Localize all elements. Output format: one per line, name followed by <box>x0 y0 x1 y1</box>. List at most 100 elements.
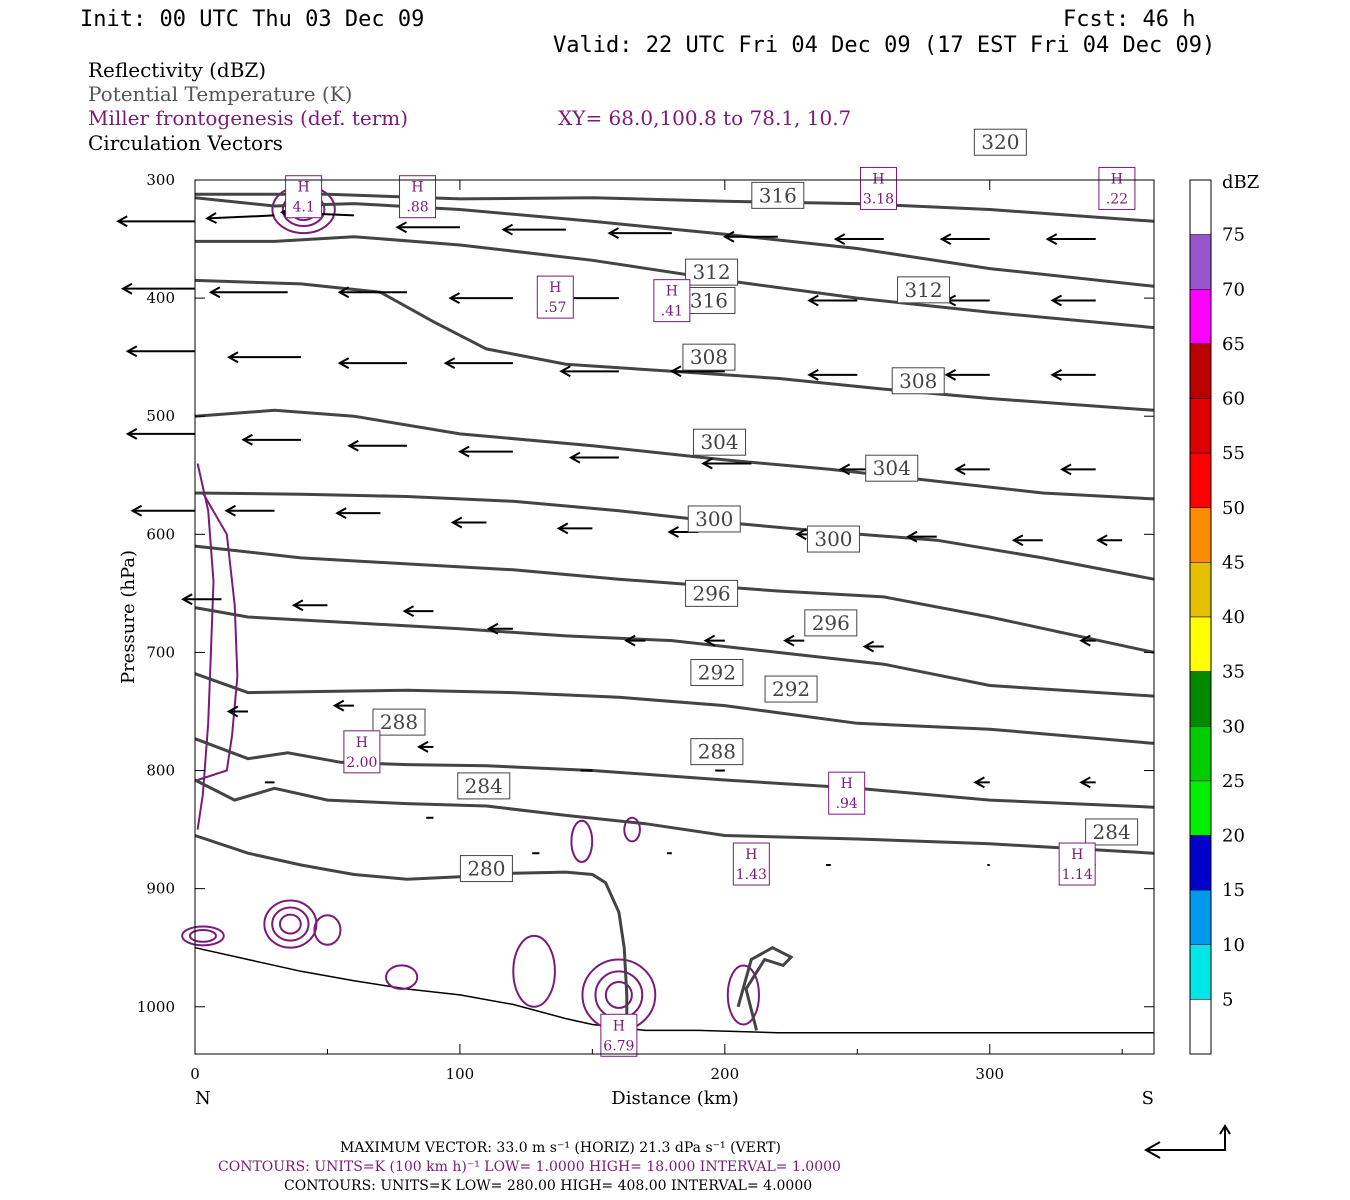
circulation-vector <box>944 369 990 381</box>
vector-head <box>125 345 138 358</box>
theta-contour-284 <box>194 778 1155 855</box>
theta-label-text: 316 <box>759 183 797 207</box>
circulation-vector <box>241 433 301 446</box>
theta-label-292: 292 <box>690 659 744 687</box>
theta-contour-280 <box>194 834 629 1025</box>
max-value: 2.00 <box>346 755 377 771</box>
theta-label-320: 320 <box>973 128 1027 156</box>
theta-label-box <box>897 276 951 304</box>
theta-label-box <box>973 128 1027 156</box>
theta-contour-296 <box>194 606 1155 698</box>
colorbar-level: 45 <box>1222 552 1245 573</box>
max-letter: H <box>841 776 853 792</box>
vector-head <box>667 526 679 538</box>
colorbar-level: 35 <box>1222 662 1245 683</box>
frontogenesis-contour <box>512 934 556 1008</box>
theta-contour-308 <box>194 408 1155 501</box>
theta-contour-316 <box>195 235 1155 330</box>
theta-contour-300 <box>194 544 1155 654</box>
vector-head <box>181 593 193 606</box>
circulation-vector <box>703 634 725 647</box>
frontogenesis-max-3.18: H 3.18 <box>859 166 897 210</box>
vector-head <box>347 439 359 452</box>
circulation-vector <box>181 593 222 606</box>
frontogenesis-label: Miller frontogenesis (def. term) <box>88 106 408 130</box>
max-box <box>343 730 381 774</box>
theta-label-box <box>459 855 513 883</box>
circulation-vector <box>568 451 619 464</box>
y-tick-label: 1000 <box>137 998 175 1016</box>
theta-label-304: 304 <box>693 428 747 456</box>
max-value: .57 <box>544 300 566 316</box>
vector-head <box>833 233 846 245</box>
circulation-vector <box>395 221 460 234</box>
circulation-vector <box>624 634 646 647</box>
vector-head <box>862 640 875 653</box>
vector-head <box>795 528 807 541</box>
max-box <box>732 842 770 886</box>
theta-label-304: 304 <box>865 454 919 482</box>
circulation-vector <box>1079 634 1096 647</box>
vector-head <box>241 433 253 446</box>
theta-label-312: 312 <box>897 276 951 304</box>
frontogenesis-max-6.79: H 6.79 <box>600 1013 638 1057</box>
theta-label-text: 296 <box>812 611 850 635</box>
vector-head <box>226 705 239 718</box>
vector-head <box>722 230 735 243</box>
x-axis-north-label: N <box>195 1088 211 1109</box>
circulation-vector <box>1096 534 1123 547</box>
max-box <box>859 166 897 210</box>
axes: 0 100 200 300 300 400 500 600 700 800 900 1000 <box>137 171 1154 1083</box>
colorbar-level: 5 <box>1222 989 1233 1010</box>
vector-head <box>205 212 217 224</box>
frontogenesis-max-.41: H .41 <box>653 279 691 323</box>
frontogenesis-contour <box>188 928 217 943</box>
vector-head <box>1050 369 1062 381</box>
colorbar-segment <box>1189 889 1212 945</box>
circulation-vector <box>607 227 672 239</box>
circulation-vector <box>559 365 619 378</box>
theta-label-308: 308 <box>682 343 736 371</box>
circulation-vector <box>701 457 752 470</box>
colorbar-segment <box>1189 726 1212 782</box>
colorbar-segment <box>1189 616 1212 672</box>
theta-label-text: 284 <box>1093 820 1131 844</box>
max-value: 1.14 <box>1062 867 1093 883</box>
theta-label-text: 288 <box>380 710 418 734</box>
theta-label-text: 288 <box>698 740 736 764</box>
max-vector-info: MAXIMUM VECTOR: 33.0 m s⁻¹ (HORIZ) 21.3 … <box>340 1140 781 1156</box>
circulation-vector <box>208 286 288 299</box>
vector-head <box>208 286 221 299</box>
theta-label-300: 300 <box>687 505 741 533</box>
vector-head <box>291 599 304 612</box>
valid-time: Valid: 22 UTC Fri 04 Dec 09 (17 EST Fri … <box>553 33 1215 58</box>
theta-label-box <box>865 454 919 482</box>
theta-label-316: 316 <box>682 286 736 314</box>
vector-head <box>337 357 350 369</box>
circulation-vector <box>337 357 407 369</box>
vector-head <box>450 516 463 529</box>
theta-contour-292 <box>194 672 1155 745</box>
vector-head <box>130 504 143 517</box>
circulation-vector <box>448 292 513 304</box>
y-tick-label: 900 <box>146 880 175 898</box>
circulation-vector <box>458 445 513 458</box>
colorbar-segment <box>1189 671 1212 727</box>
circulation-vector <box>116 215 195 228</box>
colorbar-level: 20 <box>1222 826 1245 847</box>
y-tick-label: 300 <box>146 171 175 189</box>
theta-label-box <box>764 675 818 703</box>
vector-head <box>1060 463 1072 476</box>
theta-label-284: 284 <box>457 772 511 800</box>
circulation-vector <box>783 634 805 647</box>
theta-label-312: 312 <box>685 258 739 286</box>
frontogenesis-max-2.00: H 2.00 <box>343 730 381 774</box>
circulation-vector <box>226 705 248 718</box>
vector-head <box>703 634 716 647</box>
frontogenesis-contour <box>726 964 760 1026</box>
colorbar-segment <box>1189 234 1212 290</box>
y-tick-label: 400 <box>146 289 175 307</box>
vector-head <box>905 530 918 543</box>
theta-label-box <box>806 525 860 553</box>
max-value: .94 <box>836 796 858 812</box>
